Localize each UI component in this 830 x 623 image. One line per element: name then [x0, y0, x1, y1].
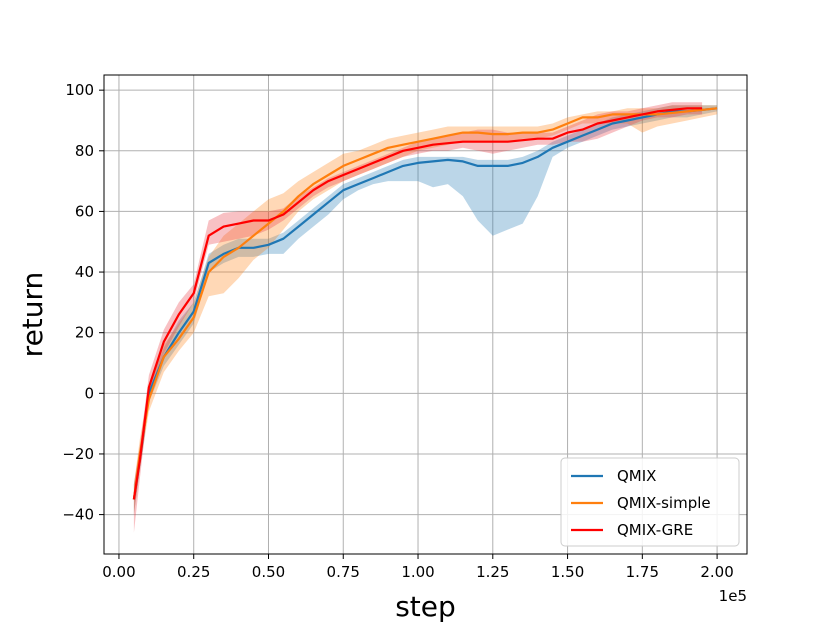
- x-tick-label: 0.50: [252, 563, 285, 581]
- x-tick-label: 1.25: [476, 563, 509, 581]
- x-tick-label: 0.75: [327, 563, 360, 581]
- qmix-line: [132, 107, 718, 500]
- legend-box: [560, 457, 740, 547]
- x-tick-label: 0.25: [177, 563, 210, 581]
- grid-lines: [104, 75, 747, 554]
- legend-label-qmix-simple: QMIX-simple: [617, 494, 711, 512]
- x-tick-label: 2.00: [700, 563, 733, 581]
- qmix-gre-band: [133, 102, 703, 533]
- y-tick-label: −40: [62, 506, 94, 524]
- qmix-simple-line: [132, 107, 718, 500]
- plot-area-frame: [103, 74, 748, 555]
- y-axis-label: return: [16, 272, 49, 358]
- x-axis-label: step: [395, 590, 456, 623]
- y-tick-label: 60: [75, 202, 94, 220]
- legend: QMIX QMIX-simple QMIX-GRE: [560, 457, 740, 547]
- x-tick-label: 1.00: [401, 563, 434, 581]
- y-tick-label: 20: [75, 324, 94, 342]
- qmix-band: [133, 105, 718, 515]
- y-tick-label: 80: [75, 142, 94, 160]
- qmix-simple-band: [133, 105, 718, 515]
- y-tick-label: 40: [75, 263, 94, 281]
- x-tick-label: 1.75: [626, 563, 659, 581]
- legend-label-qmix: QMIX: [617, 467, 656, 485]
- y-tick-label: 0: [84, 384, 94, 402]
- y-tick-label: 100: [65, 81, 94, 99]
- y-tick-label: −20: [62, 445, 94, 463]
- x-tick-label: 1.50: [551, 563, 584, 581]
- confidence-bands: [133, 102, 718, 533]
- x-tick-label: 0.00: [102, 563, 135, 581]
- legend-label-qmix-gre: QMIX-GRE: [617, 521, 693, 539]
- axis-ticks: 0.00 0.25 0.50 0.75 1.00 1.25 1.50 1.75 2.00 −40 −…: [62, 81, 733, 581]
- series-lines: [132, 107, 718, 500]
- qmix-gre-line: [132, 107, 703, 500]
- x-axis-offset-label: 1e5: [719, 587, 747, 605]
